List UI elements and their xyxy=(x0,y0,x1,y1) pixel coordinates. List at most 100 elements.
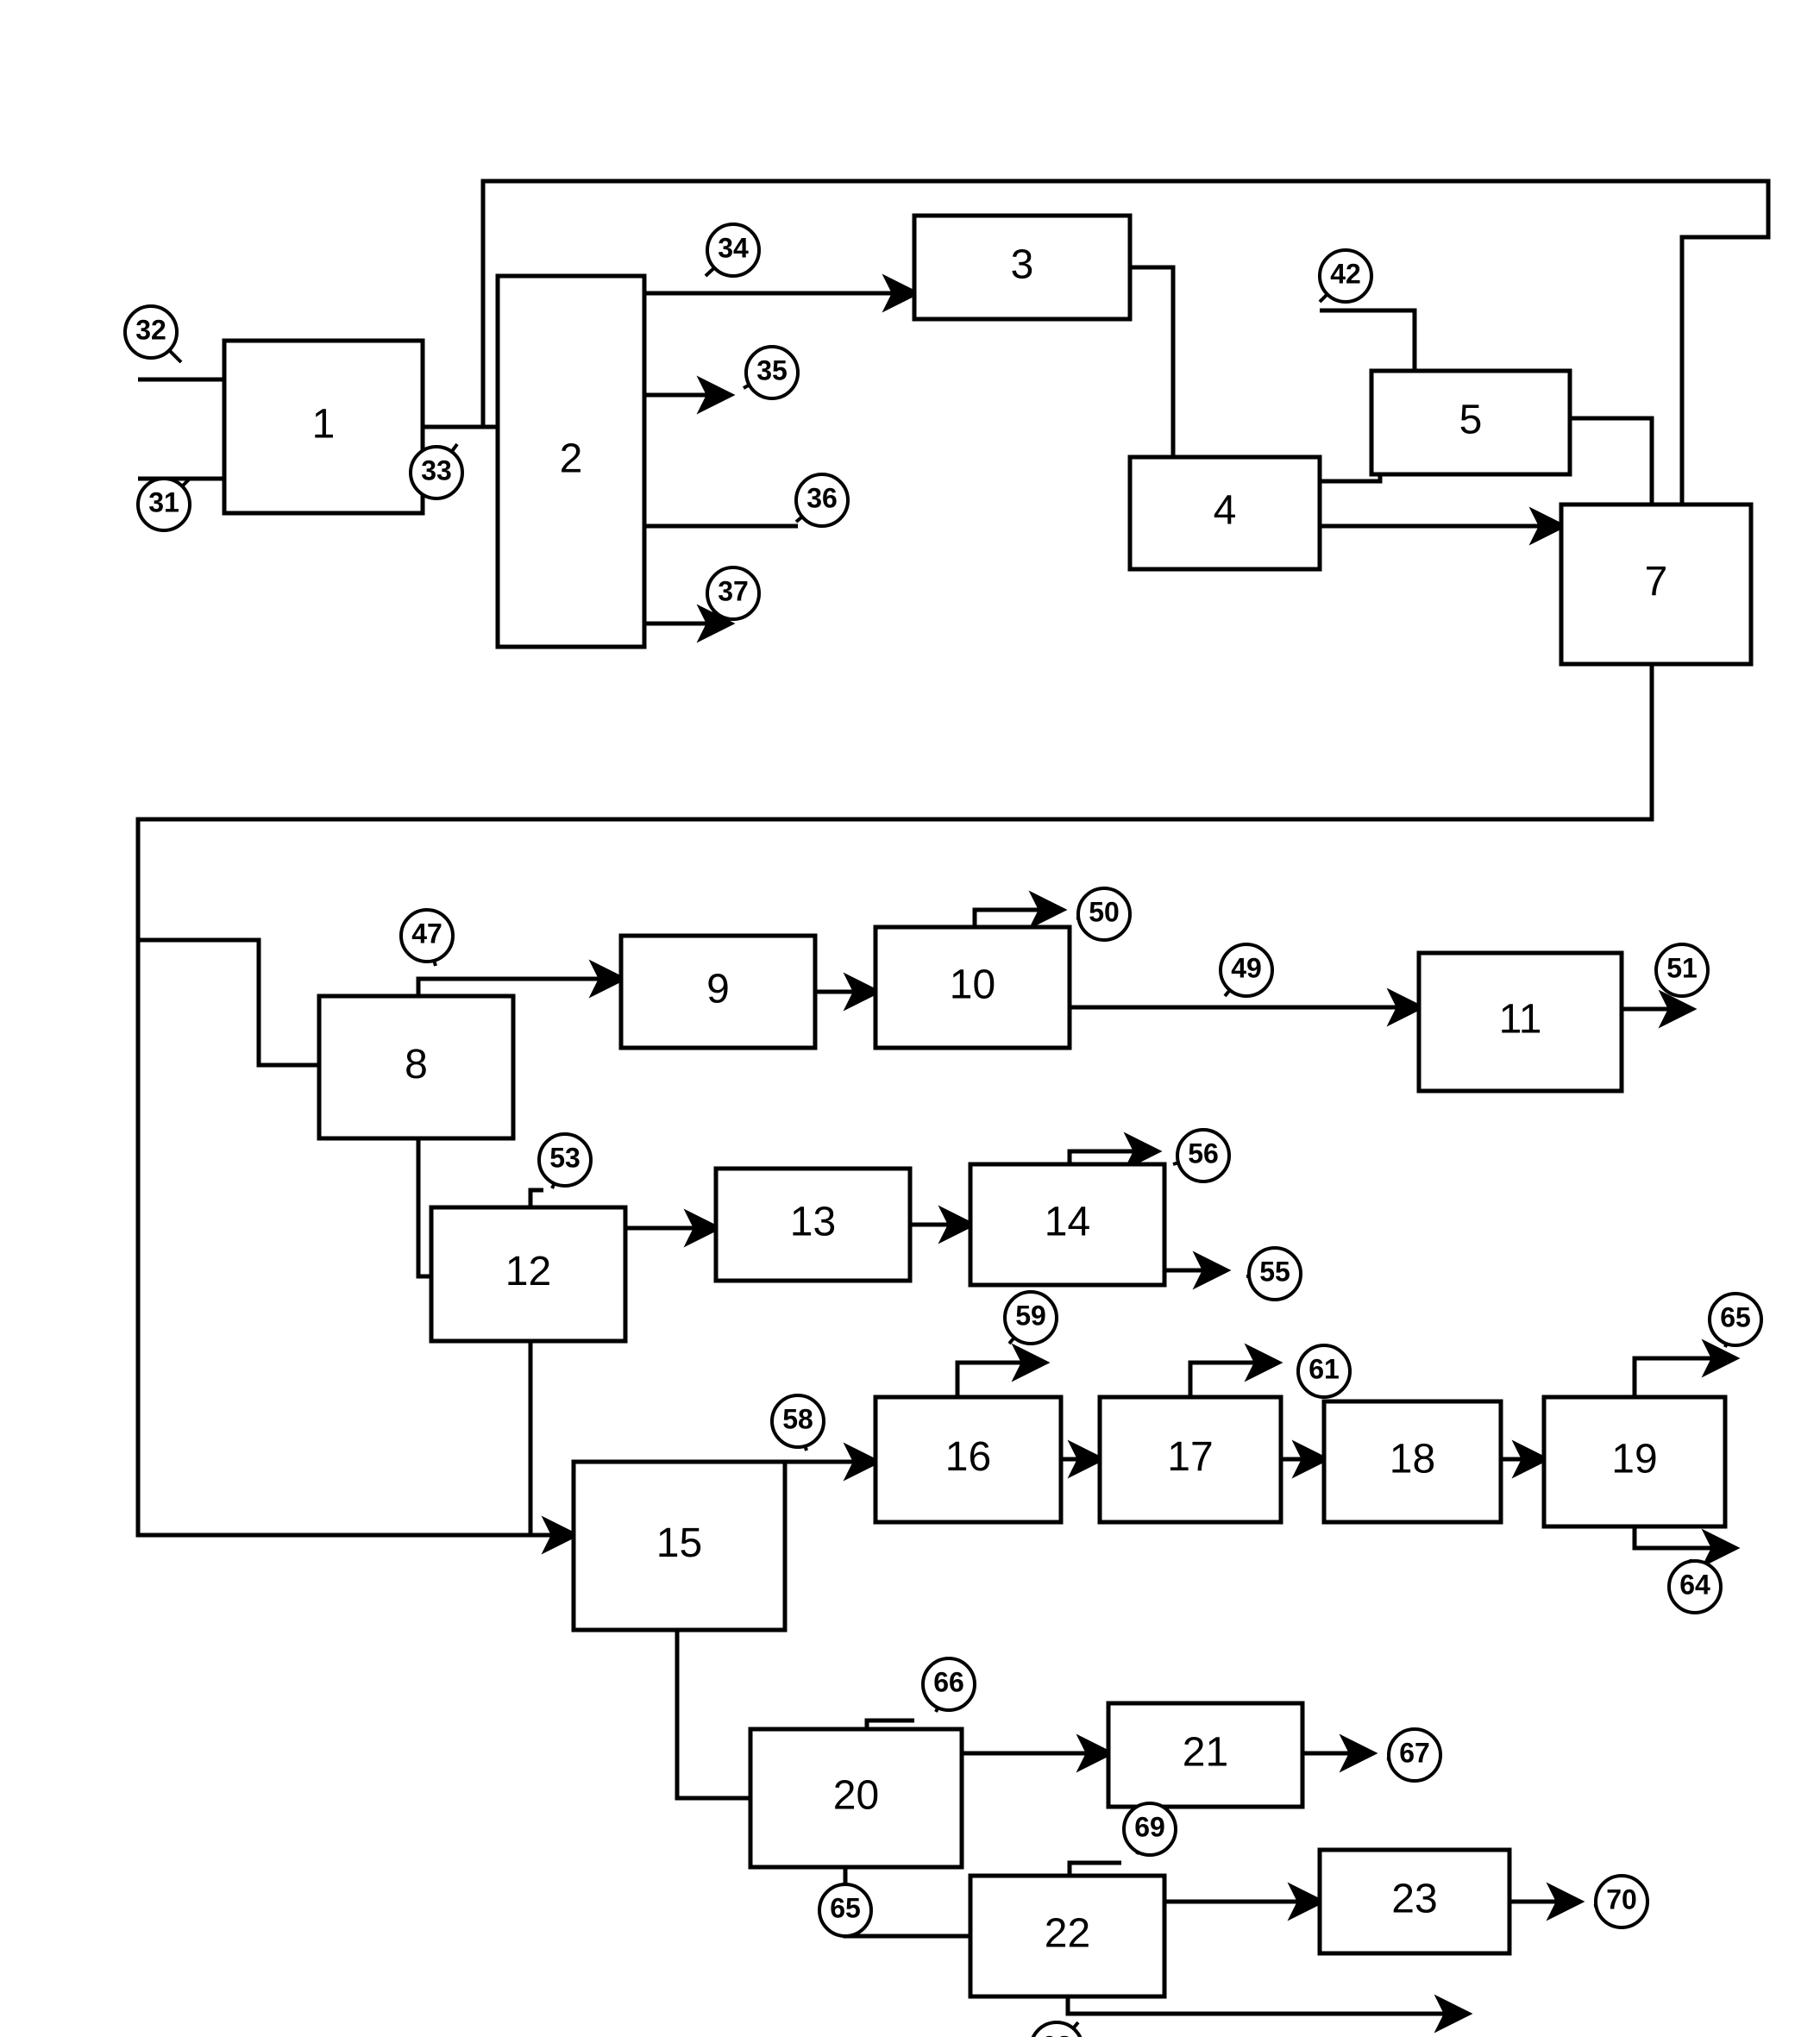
box-9: 9 xyxy=(621,936,815,1048)
box-10: 10 xyxy=(875,927,1070,1048)
callout-37: 37 xyxy=(707,567,759,619)
edge xyxy=(975,910,1061,927)
callout-64: 64 xyxy=(1669,1559,1721,1613)
box-15: 15 xyxy=(574,1462,785,1630)
callout-55: 55 xyxy=(1246,1248,1301,1300)
callout-label: 68 xyxy=(1041,2030,1072,2037)
callout-65b: 65 xyxy=(819,1884,871,1936)
flowchart: 123457891011121314151617181920212223 313… xyxy=(0,0,1820,2037)
edge xyxy=(1190,1363,1277,1397)
callout-42: 42 xyxy=(1320,250,1371,302)
edge xyxy=(1320,310,1415,371)
callout-label: 53 xyxy=(549,1142,581,1173)
callout-label: 67 xyxy=(1399,1737,1430,1768)
box-18: 18 xyxy=(1324,1401,1501,1522)
box-label: 8 xyxy=(405,1042,428,1087)
box-label: 3 xyxy=(1011,242,1034,288)
callout-65: 65 xyxy=(1710,1294,1761,1347)
callout-53: 53 xyxy=(539,1134,591,1188)
edge xyxy=(530,1341,574,1535)
callout-50: 50 xyxy=(1076,888,1130,940)
box-label: 7 xyxy=(1645,559,1668,605)
callout-label: 31 xyxy=(148,486,179,517)
callout-32: 32 xyxy=(125,306,181,362)
callout-label: 65 xyxy=(1720,1301,1751,1332)
callout-35: 35 xyxy=(744,347,798,398)
box-13: 13 xyxy=(716,1169,910,1281)
box-label: 2 xyxy=(560,436,583,482)
callout-label: 59 xyxy=(1015,1300,1046,1331)
box-label: 23 xyxy=(1391,1877,1437,1922)
callout-label: 49 xyxy=(1231,952,1262,983)
box-label: 20 xyxy=(833,1773,879,1819)
box-1: 1 xyxy=(224,341,423,513)
box-20: 20 xyxy=(750,1729,962,1867)
edge xyxy=(418,979,621,996)
callout-label: 33 xyxy=(421,454,452,486)
box-label: 13 xyxy=(790,1200,836,1245)
callout-47: 47 xyxy=(401,910,453,966)
callout-label: 50 xyxy=(1089,896,1120,927)
edge xyxy=(957,1363,1044,1397)
callout-label: 61 xyxy=(1309,1353,1340,1384)
box-label: 14 xyxy=(1045,1200,1090,1245)
box-3: 3 xyxy=(914,216,1130,319)
box-label: 4 xyxy=(1214,488,1237,534)
box-label: 11 xyxy=(1499,997,1542,1043)
box-5: 5 xyxy=(1371,371,1570,474)
callout-58: 58 xyxy=(772,1395,824,1451)
callout-51: 51 xyxy=(1656,944,1708,996)
callout-label: 69 xyxy=(1134,1811,1165,1842)
callout-label: 35 xyxy=(756,354,788,385)
callout-label: 58 xyxy=(782,1403,813,1434)
box-11: 11 xyxy=(1419,953,1622,1091)
callout-label: 56 xyxy=(1188,1138,1219,1169)
callout-31: 31 xyxy=(138,479,190,530)
box-label: 19 xyxy=(1611,1437,1657,1482)
box-label: 15 xyxy=(656,1520,702,1566)
edge xyxy=(677,1630,750,1798)
box-label: 5 xyxy=(1459,398,1483,443)
callout-70: 70 xyxy=(1594,1876,1647,1927)
edge xyxy=(1635,1358,1734,1397)
box-label: 12 xyxy=(505,1249,551,1294)
box-label: 9 xyxy=(706,967,730,1012)
callout-label: 55 xyxy=(1259,1256,1290,1287)
edge xyxy=(138,940,319,1065)
box-16: 16 xyxy=(875,1397,1061,1522)
callout-67: 67 xyxy=(1387,1729,1440,1781)
box-8: 8 xyxy=(319,996,513,1138)
edge xyxy=(1130,267,1173,466)
callout-label: 70 xyxy=(1606,1883,1637,1915)
box-17: 17 xyxy=(1100,1397,1281,1522)
callout-label: 51 xyxy=(1666,952,1698,983)
callout-label: 32 xyxy=(135,314,166,345)
callout-56: 56 xyxy=(1173,1130,1229,1181)
callout-69: 69 xyxy=(1124,1803,1176,1855)
callout-59: 59 xyxy=(1005,1292,1057,1344)
box-label: 1 xyxy=(312,402,336,448)
box-label: 10 xyxy=(950,962,995,1008)
callout-label: 66 xyxy=(933,1666,964,1697)
box-21: 21 xyxy=(1108,1703,1302,1807)
callout-61: 61 xyxy=(1298,1345,1350,1397)
callout-label: 65 xyxy=(830,1892,861,1923)
box-label: 17 xyxy=(1167,1434,1213,1480)
box-23: 23 xyxy=(1320,1850,1509,1953)
callout-33: 33 xyxy=(411,444,462,498)
box-22: 22 xyxy=(970,1876,1164,1996)
callout-36: 36 xyxy=(796,474,848,526)
callout-label: 64 xyxy=(1679,1569,1710,1600)
callout-49: 49 xyxy=(1221,944,1272,996)
box-label: 21 xyxy=(1183,1730,1228,1776)
box-12: 12 xyxy=(431,1207,625,1341)
callout-label: 47 xyxy=(411,918,442,949)
callout-68: 68 xyxy=(1031,2022,1083,2037)
callout-label: 36 xyxy=(806,482,838,513)
box-14: 14 xyxy=(970,1164,1164,1285)
callout-label: 37 xyxy=(718,575,749,606)
box-19: 19 xyxy=(1544,1397,1725,1526)
callout-66: 66 xyxy=(923,1658,975,1712)
box-4: 4 xyxy=(1130,457,1320,569)
edge xyxy=(1570,418,1652,505)
